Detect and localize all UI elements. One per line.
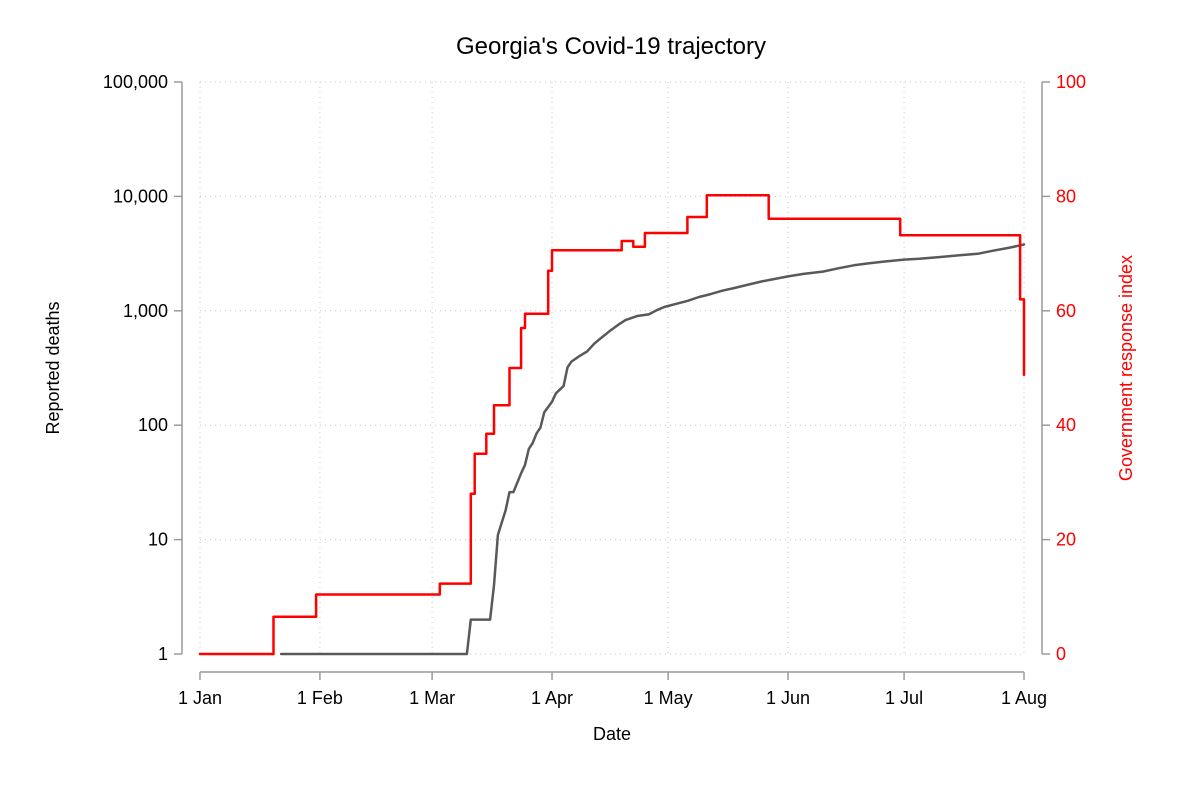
y-axis-label-right: Government response index <box>1116 255 1136 481</box>
x-tick-label: 1 May <box>644 688 693 708</box>
grid-layer <box>199 81 1025 655</box>
y-tick-label-left: 10 <box>148 530 168 550</box>
y-tick-label-right: 0 <box>1056 644 1066 664</box>
series-line-government-response-index <box>198 194 1026 656</box>
x-axis-label: Date <box>593 724 631 744</box>
y-axis-label-left: Reported deaths <box>43 301 63 434</box>
x-tick-label: 1 Mar <box>409 688 455 708</box>
x-tick-label: 1 Jun <box>766 688 810 708</box>
y-tick-label-left: 100,000 <box>103 72 168 92</box>
y-tick-label-right: 100 <box>1056 72 1086 92</box>
y-tick-label-right: 40 <box>1056 415 1076 435</box>
y-tick-label-right: 80 <box>1056 186 1076 206</box>
series-line-reported-deaths <box>279 243 1026 656</box>
x-tick-label: 1 Apr <box>531 688 573 708</box>
series-layer <box>198 194 1026 656</box>
x-tick-label: 1 Jan <box>178 688 222 708</box>
y-tick-label-left: 1,000 <box>123 301 168 321</box>
y-tick-label-left: 100 <box>138 415 168 435</box>
x-tick-label: 1 Aug <box>1001 688 1047 708</box>
y-tick-label-left: 1 <box>158 644 168 664</box>
x-tick-label: 1 Feb <box>297 688 343 708</box>
axes-layer <box>174 81 1050 680</box>
y-tick-label-left: 10,000 <box>113 186 168 206</box>
x-tick-label: 1 Jul <box>885 688 923 708</box>
labels-layer: 1 10 100 1,000 10,000 100,000 0 20 40 60 80 100 1 Ja… <box>103 72 1086 708</box>
y-tick-label-right: 20 <box>1056 530 1076 550</box>
y-tick-label-right: 60 <box>1056 301 1076 321</box>
chart-title: Georgia's Covid-19 trajectory <box>456 33 766 60</box>
